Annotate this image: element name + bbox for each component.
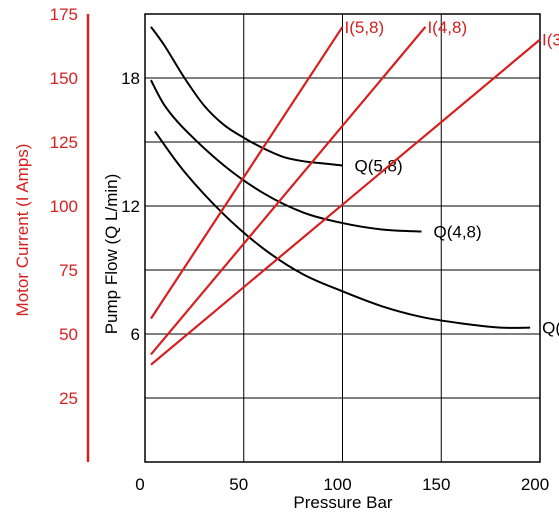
y-tick-label: 12: [121, 197, 140, 216]
series-label-q-4-8: Q(4,8): [434, 223, 482, 242]
secondary-tick-label: 150: [50, 69, 78, 88]
series-line-i-5-8: [150, 26, 344, 320]
x-axis-ticks: 0 50 100 150 200: [135, 475, 549, 494]
series-label-q-5-8: Q(5,8): [355, 156, 403, 175]
series-label-i-4-8: I(4,8): [427, 18, 467, 37]
secondary-tick-label: 50: [59, 325, 78, 344]
x-tick-label: 50: [229, 475, 248, 494]
secondary-tick-label: 125: [50, 133, 78, 152]
x-tick-label: 150: [422, 475, 450, 494]
secondary-tick-label: 175: [50, 5, 78, 24]
y-axis-label: Pump Flow (Q L/min): [102, 174, 121, 335]
series-line-i-4-8: [150, 26, 427, 356]
series-line-q-3-2: [154, 130, 531, 329]
series-line-q-4-8: [150, 79, 422, 233]
motor-current-axis-label: Motor Current (I Amps): [13, 144, 32, 317]
y-tick-label: 6: [131, 325, 140, 344]
x-tick-label: 200: [521, 475, 549, 494]
series-line-i-3-2: [150, 38, 541, 366]
secondary-tick-label: 25: [59, 389, 78, 408]
y-axis-ticks: 6 12 18: [121, 69, 140, 344]
y-tick-label: 18: [121, 69, 140, 88]
secondary-tick-label: 100: [50, 197, 78, 216]
secondary-axis-ticks: 25 50 75 100 125 150 175: [50, 5, 78, 408]
x-tick-label: 0: [135, 475, 144, 494]
secondary-tick-label: 75: [59, 261, 78, 280]
x-axis-label: Pressure Bar: [293, 493, 393, 512]
series-line-q-5-8: [150, 26, 343, 167]
series-label-q-3-2: Q(3,2): [542, 319, 559, 338]
series-label-i-3-2: I(3,2): [542, 31, 559, 50]
plot-grid: [145, 14, 540, 462]
x-tick-label: 100: [323, 475, 351, 494]
series-group: Q(5,8) Q(4,8) Q(3,2) I(5,8) I(4,8) I(3,2): [150, 18, 559, 366]
series-label-i-5-8: I(5,8): [345, 18, 385, 37]
plot-frame: [144, 13, 541, 463]
